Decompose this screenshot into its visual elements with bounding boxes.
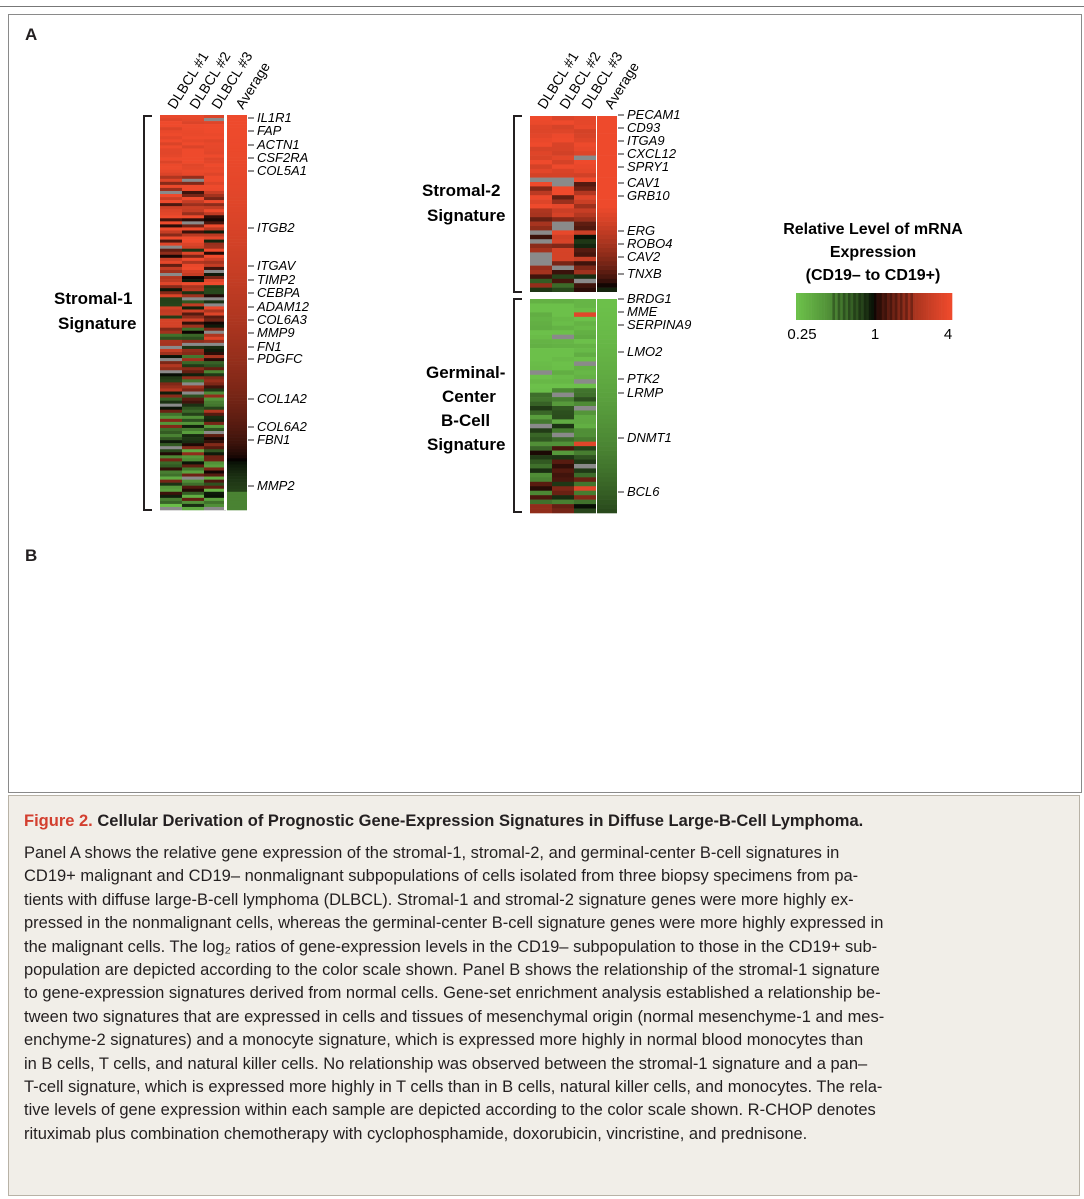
figure-title: Cellular Derivation of Prognostic Gene-E… <box>97 812 864 830</box>
caption-line: tients with diffuse large-B-cell lymphom… <box>24 890 854 909</box>
panel-b-letter: B <box>25 546 38 565</box>
figure-caption-box <box>8 795 1080 1196</box>
caption-line: to gene-expression signatures derived fr… <box>24 984 881 1003</box>
caption-line: the malignant cells. The log₂ ratios of … <box>24 937 878 956</box>
caption-line: in B cells, T cells, and natural killer … <box>24 1054 868 1073</box>
panel-a: A <box>8 14 1082 538</box>
figure-caption-title: Figure 2. Cellular Derivation of Prognos… <box>24 812 863 831</box>
caption-line: CD19+ malignant and CD19– nonmalignant s… <box>24 867 859 886</box>
caption-line: tween two signatures that are expressed … <box>24 1007 885 1026</box>
panel-a-letter: A <box>25 25 38 44</box>
panel-b: B <box>8 537 1082 793</box>
figure-caption-body: Panel A shows the relative gene expressi… <box>24 842 1064 1146</box>
caption-line: tive levels of gene expression within ea… <box>24 1101 876 1120</box>
caption-line: Panel A shows the relative gene expressi… <box>24 844 840 862</box>
caption-line: population are depicted according to the… <box>24 960 880 979</box>
caption-line: rituximab plus combination chemotherapy … <box>24 1124 808 1143</box>
figure-label: Figure 2. <box>24 812 93 830</box>
caption-line: T-cell signature, which is expressed mor… <box>24 1077 883 1096</box>
caption-line: enchyme-2 signatures) and a monocyte sig… <box>24 1031 864 1050</box>
figure-frame <box>0 6 1084 1199</box>
caption-line: pressed in the nonmalignant cells, where… <box>24 914 884 933</box>
